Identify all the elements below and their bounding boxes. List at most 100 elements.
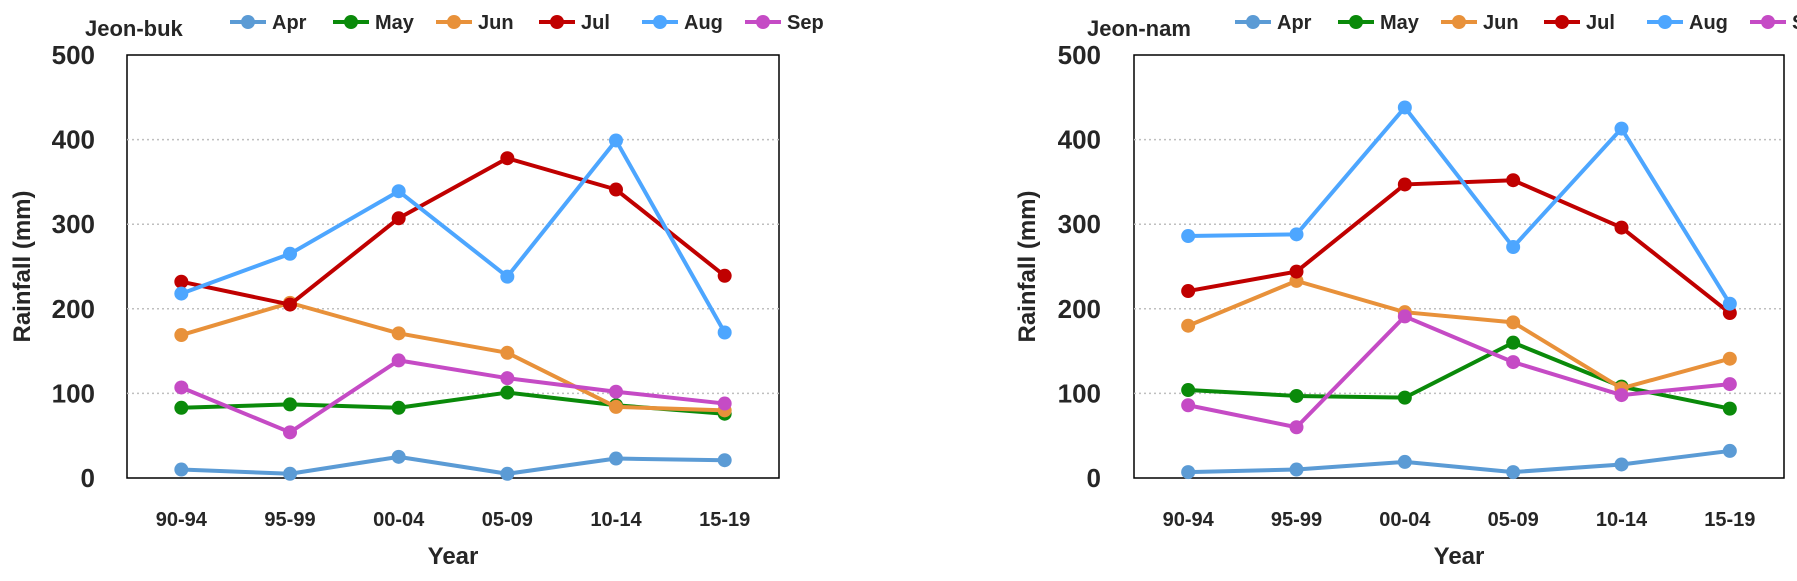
data-point [1722, 401, 1737, 416]
y-axis-label: Rainfall (mm) [1014, 190, 1041, 342]
legend-item: Sep [1750, 12, 1797, 34]
legend-item: May [1338, 12, 1420, 34]
x-tick-label: 95-99 [1271, 509, 1322, 531]
data-point [500, 151, 515, 166]
series-line [1187, 178, 1732, 315]
plot-area [1133, 54, 1785, 479]
data-point [283, 466, 297, 481]
data-point [1289, 462, 1304, 477]
data-point [391, 353, 406, 368]
legend-swatch-marker [1555, 15, 1569, 29]
x-tick-label: 15-19 [1704, 509, 1755, 531]
legend-swatch-marker [241, 15, 255, 29]
data-point [717, 325, 732, 340]
data-point [391, 449, 406, 464]
series-apr [1181, 443, 1737, 480]
data-point [500, 371, 515, 386]
legend-label: Sep [787, 12, 824, 34]
y-tick-label: 300 [1058, 209, 1101, 239]
y-tick-label: 500 [52, 40, 95, 70]
legend-item: Aug [1647, 12, 1728, 34]
x-tick-label: 95-99 [264, 509, 315, 531]
series-line [181, 454, 725, 476]
chart-title: Jeon-buk [85, 16, 184, 41]
series-line [180, 358, 725, 435]
legend-label: Sep [1792, 12, 1797, 34]
data-point [1181, 465, 1196, 480]
legend-label: Aug [684, 12, 723, 34]
data-point [500, 466, 515, 481]
data-point [1181, 318, 1196, 333]
series-line [1188, 340, 1731, 411]
data-point [174, 286, 189, 301]
series-sep [1181, 309, 1737, 435]
legend-item: Jul [1544, 12, 1615, 34]
data-point [283, 425, 297, 440]
series-sep [174, 353, 732, 440]
data-point [1506, 465, 1521, 480]
series-jun [1181, 273, 1737, 396]
legend-label: Jul [581, 12, 610, 34]
x-tick-label: 10-14 [1596, 509, 1648, 531]
data-point [1289, 227, 1304, 242]
legend: Apr May Jun Jul Aug Sep [1235, 12, 1797, 34]
data-point [1397, 309, 1412, 324]
y-tick-label: 200 [52, 294, 95, 324]
data-point [174, 380, 189, 395]
legend-swatch-marker [756, 15, 770, 29]
legend-label: Apr [1277, 12, 1312, 34]
series-apr [174, 449, 732, 481]
data-point [1722, 351, 1737, 366]
legend-swatch-marker [1761, 15, 1775, 29]
data-point [1722, 443, 1737, 458]
y-tick-label: 200 [1058, 294, 1101, 324]
data-point [1397, 390, 1412, 405]
legend-swatch-marker [1246, 15, 1260, 29]
data-point [174, 400, 189, 415]
x-tick-label: 90-94 [156, 509, 208, 531]
legend-item: Apr [230, 12, 307, 34]
data-point [609, 384, 623, 399]
data-point [1722, 296, 1737, 311]
x-tick-label: 05-09 [1488, 509, 1539, 531]
x-tick-label: 10-14 [590, 509, 642, 531]
data-point [391, 400, 406, 415]
legend-swatch-marker [550, 15, 564, 29]
x-tick-label: 00-04 [1379, 509, 1431, 531]
legend-label: Jun [1483, 12, 1519, 34]
data-point [174, 274, 189, 289]
legend-swatch-marker [344, 15, 358, 29]
series-line [180, 138, 727, 334]
x-axis-label: Year [1434, 543, 1485, 570]
data-point [174, 462, 189, 477]
data-point [283, 297, 297, 312]
data-point [1614, 121, 1629, 136]
legend-label: Apr [272, 12, 307, 34]
data-point [1506, 173, 1521, 188]
x-tick-label: 05-09 [482, 509, 533, 531]
y-tick-label: 0 [81, 463, 95, 493]
data-point [1397, 100, 1412, 115]
series-aug [1181, 100, 1737, 311]
y-tick-label: 500 [1058, 40, 1101, 70]
data-point [1289, 264, 1304, 279]
chart-title: Jeon-nam [1087, 16, 1191, 41]
legend-item: Jun [436, 12, 514, 34]
data-point [1289, 420, 1304, 435]
data-point [391, 184, 406, 199]
data-point [1614, 220, 1629, 235]
series-line [180, 156, 726, 307]
y-tick-label: 100 [52, 378, 95, 408]
data-point [609, 182, 623, 197]
data-point [717, 268, 732, 283]
legend-swatch-marker [1658, 15, 1672, 29]
y-tick-label: 0 [1087, 463, 1101, 493]
data-point [283, 246, 297, 261]
data-point [500, 269, 515, 284]
legend-label: May [1380, 12, 1420, 34]
x-tick-label: 15-19 [699, 509, 750, 531]
data-point [391, 211, 406, 226]
legend-label: Jun [478, 12, 514, 34]
series-line [1187, 278, 1731, 391]
legend-item: May [333, 12, 415, 34]
